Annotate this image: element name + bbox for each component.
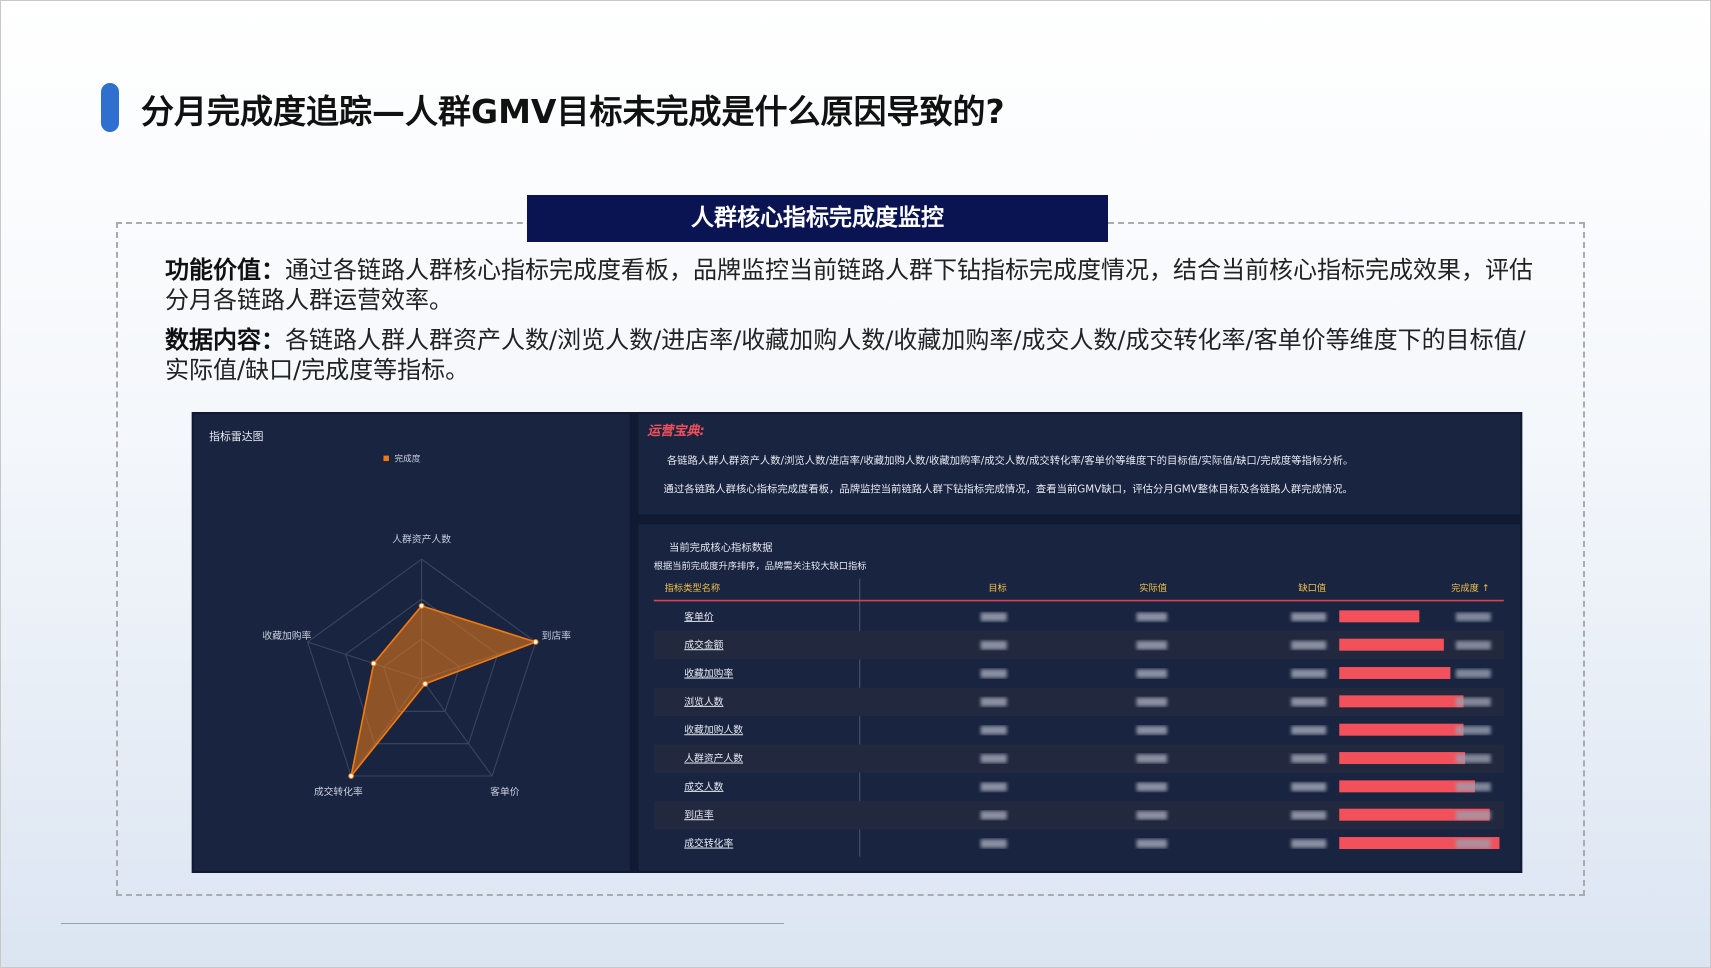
redacted-cell: [980, 640, 1007, 650]
row-name: 人群资产人数: [684, 752, 743, 765]
tips-line: 各链路人群人群资产人数/浏览人数/进店率/收藏加购人数/收藏加购率/成交人数/成…: [667, 454, 1354, 467]
redacted-cell: [980, 782, 1007, 792]
redacted-cell: [1136, 782, 1168, 792]
slide-title: 分月完成度追踪—人群GMV目标未完成是什么原因导致的?: [141, 92, 1005, 131]
redacted-cell: [980, 612, 1007, 622]
redacted-cell: [980, 697, 1007, 707]
column-header: 缺口值: [1298, 582, 1326, 594]
tips-title: 运营宝典:: [647, 423, 704, 439]
redacted-cell: [1291, 725, 1327, 735]
redacted-cell: [1136, 640, 1168, 650]
table-subtitle: 根据当前完成度升序排序，品牌需关注较大缺口指标: [654, 560, 867, 572]
redacted-cell: [980, 810, 1007, 820]
completion-bar: [1339, 752, 1466, 765]
column-header: 实际值: [1139, 582, 1167, 594]
redacted-cell: [980, 725, 1007, 735]
radar-point: [348, 773, 355, 779]
intro-paragraph: 功能价值：通过各链路人群核心指标完成度看板，品牌监控当前链路人群下钻指标完成度情…: [165, 255, 1535, 315]
redacted-cell: [1136, 612, 1168, 622]
redacted-cell: [1136, 754, 1168, 763]
radar-spoke: [421, 678, 493, 777]
column-header: 目标: [988, 582, 1006, 594]
row-name: 收藏加购人数: [684, 723, 743, 736]
redacted-cell: [1291, 612, 1327, 622]
radar-ring: [306, 558, 537, 777]
redacted-cell: [1455, 725, 1491, 735]
title-marker: [101, 83, 119, 132]
redacted-cell: [1455, 640, 1491, 650]
redacted-cell: [1291, 640, 1327, 650]
table-title: 当前完成核心指标数据: [669, 541, 772, 554]
redacted-cell: [1455, 697, 1491, 707]
redacted-cell: [1455, 782, 1491, 792]
row-name: 浏览人数: [684, 695, 723, 708]
redacted-cell: [1291, 697, 1327, 707]
completion-bar: [1339, 723, 1464, 736]
radar-area: [350, 604, 539, 777]
legend-label: 完成度: [394, 452, 420, 464]
radar-axis-label: 收藏加购率: [262, 629, 311, 642]
redacted-cell: [980, 839, 1007, 848]
completion-bar: [1339, 667, 1451, 680]
redacted-cell: [1291, 782, 1327, 792]
redacted-cell: [1291, 754, 1327, 763]
radar-axis-label: 成交转化率: [314, 785, 363, 798]
row-name: 到店率: [684, 808, 714, 821]
redacted-cell: [1291, 810, 1327, 820]
intro-paragraph: 数据内容：各链路人群人群资产人数/浏览人数/进店率/收藏加购人数/收藏加购率/成…: [165, 325, 1535, 385]
redacted-cell: [980, 754, 1007, 763]
redacted-cell: [980, 669, 1007, 678]
redacted-cell: [1136, 810, 1168, 820]
redacted-cell: [1136, 839, 1168, 848]
radar-point: [418, 602, 425, 609]
redacted-cell: [1455, 612, 1491, 622]
column-header: 指标类型名称: [665, 582, 721, 594]
redacted-cell: [1136, 697, 1168, 707]
radar-axis-label: 客单价: [490, 785, 520, 798]
intro-label: 数据内容：: [165, 326, 285, 354]
completion-bar: [1339, 610, 1420, 623]
row-name: 成交人数: [684, 780, 723, 793]
radar-point: [370, 660, 377, 667]
redacted-cell: [1136, 725, 1168, 735]
intro-text: 通过各链路人群核心指标完成度看板，品牌监控当前链路人群下钻指标完成度情况，结合当…: [165, 256, 1533, 314]
dashboard-screenshot: 指标雷达图完成度人群资产人数到店率客单价成交转化率收藏加购率运营宝典:各链路人群…: [191, 412, 1523, 873]
footer-rule: [61, 923, 784, 924]
intro-label: 功能价值：: [165, 256, 285, 284]
redacted-cell: [1291, 669, 1327, 678]
completion-bar: [1339, 638, 1444, 651]
completion-bar: [1339, 808, 1490, 821]
row-name: 成交金额: [684, 638, 723, 651]
redacted-cell: [1455, 810, 1491, 820]
radar-axis-label: 到店率: [542, 629, 572, 642]
row-name: 成交转化率: [684, 837, 733, 850]
redacted-cell: [1136, 669, 1168, 678]
radar-title: 指标雷达图: [209, 429, 263, 443]
tips-line: 通过各链路人群核心指标完成度看板，品牌监控当前链路人群下钻指标完成情况，查看当前…: [664, 482, 1353, 495]
legend-swatch: [383, 455, 389, 462]
radar-axis-label: 人群资产人数: [392, 533, 451, 546]
intro-text: 各链路人群人群资产人数/浏览人数/进店率/收藏加购人数/收藏加购率/成交人数/成…: [165, 326, 1526, 384]
radar-point: [422, 680, 429, 687]
completion-bar: [1339, 695, 1464, 708]
row-name: 客单价: [684, 610, 714, 623]
redacted-cell: [1455, 754, 1491, 763]
radar-point: [532, 639, 539, 645]
redacted-cell: [1455, 839, 1491, 848]
column-header: 完成度 ↑: [1451, 582, 1489, 594]
completion-bar: [1339, 837, 1500, 850]
completion-bar: [1339, 780, 1475, 793]
redacted-cell: [1455, 669, 1491, 678]
section-header: 人群核心指标完成度监控: [527, 195, 1108, 242]
tips-panel: [638, 414, 1521, 515]
redacted-cell: [1291, 839, 1327, 848]
row-name: 收藏加购率: [684, 667, 733, 680]
